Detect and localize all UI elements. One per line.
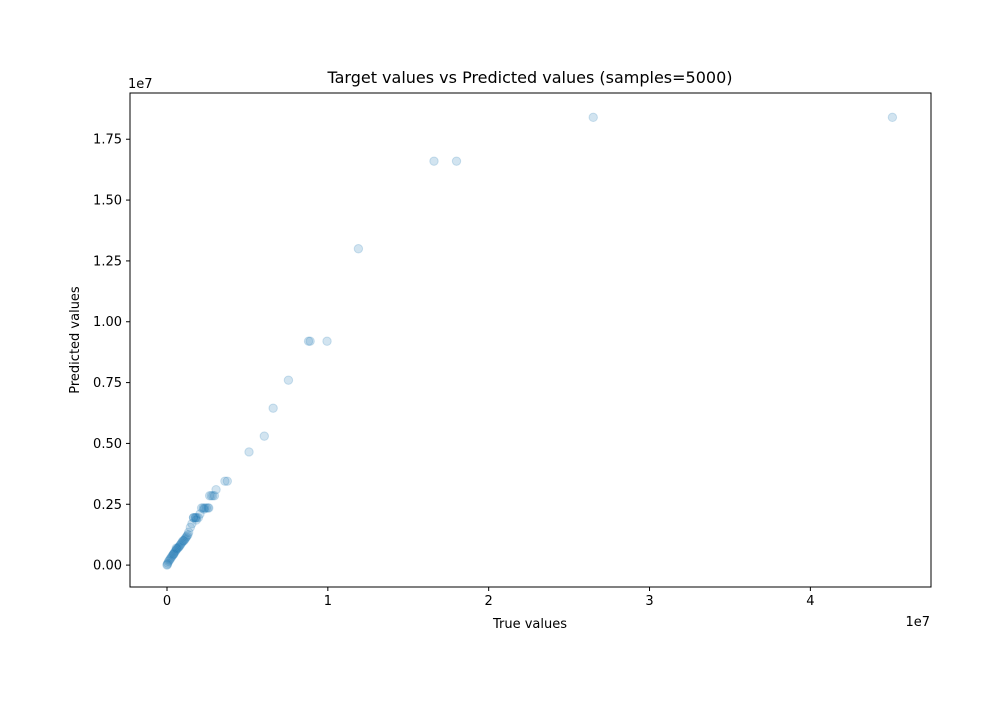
scatter-point bbox=[173, 542, 183, 553]
axis-ticks: 0 1 2 3 4 0.00 0.25 0.50 0.75 1.00 1.25 1.50 1.75 bbox=[93, 133, 814, 609]
scatter-point bbox=[192, 512, 202, 523]
scatter-point bbox=[305, 336, 315, 346]
scatter-point bbox=[175, 540, 185, 551]
scatter-point bbox=[174, 542, 184, 552]
scatter-point bbox=[182, 531, 192, 541]
scatter-point bbox=[163, 556, 174, 567]
scatter-point bbox=[190, 512, 201, 523]
scatter-point bbox=[887, 112, 898, 123]
y-tick-label: 1.25 bbox=[93, 254, 122, 269]
scatter-point bbox=[429, 156, 439, 166]
scatter-point bbox=[195, 509, 205, 519]
scatter-point bbox=[183, 529, 193, 540]
scatter-point bbox=[188, 512, 199, 523]
scatter-point bbox=[204, 503, 214, 513]
scatter-point bbox=[176, 538, 187, 548]
scatter-point bbox=[203, 503, 213, 513]
y-tick-label: 1.75 bbox=[93, 133, 122, 148]
scatter-point bbox=[162, 560, 172, 570]
scatter-point bbox=[244, 447, 254, 457]
scatter-point bbox=[184, 527, 194, 537]
scatter-point bbox=[206, 491, 216, 501]
scatter-point bbox=[179, 534, 190, 545]
scatter-point bbox=[187, 519, 197, 529]
scatter-point bbox=[200, 503, 210, 513]
scatter-point bbox=[171, 544, 182, 554]
scatter-point bbox=[209, 491, 220, 501]
scatter-point bbox=[180, 533, 191, 544]
plot-frame bbox=[129, 92, 932, 588]
y-tick-label: 0.75 bbox=[93, 376, 122, 391]
scatter-point bbox=[191, 515, 201, 525]
x-tick-label: 0 bbox=[163, 594, 171, 609]
scatter-point bbox=[220, 476, 230, 486]
y-axis-label: Predicted values bbox=[68, 286, 83, 394]
scatter-point bbox=[268, 403, 278, 413]
scatter-point bbox=[170, 547, 180, 557]
scatter-point bbox=[163, 558, 173, 568]
scatter-point bbox=[199, 504, 209, 514]
y-tick-label: 1.00 bbox=[93, 315, 122, 330]
scatter-point bbox=[185, 522, 196, 533]
scatter-point bbox=[167, 550, 178, 561]
scatter-point bbox=[204, 491, 215, 501]
scatter-point bbox=[171, 543, 182, 553]
scatter-point bbox=[188, 512, 199, 523]
scatter-point bbox=[179, 536, 189, 546]
x-axis-offset-label: 1e7 bbox=[905, 615, 930, 630]
chart-title: Target values vs Predicted values (sampl… bbox=[326, 68, 732, 87]
scatter-point bbox=[175, 539, 186, 550]
scatter-point bbox=[283, 375, 294, 385]
scatter-point bbox=[211, 484, 221, 495]
scatter-point bbox=[169, 548, 179, 558]
x-tick-label: 4 bbox=[806, 594, 814, 609]
scatter-point bbox=[322, 336, 332, 346]
x-tick-label: 1 bbox=[324, 594, 332, 609]
scatter-point bbox=[178, 536, 188, 546]
scatter-point bbox=[167, 551, 177, 562]
scatter-point bbox=[164, 555, 175, 565]
scatter-point bbox=[353, 244, 364, 254]
scatter-point bbox=[198, 503, 208, 513]
scatter-point bbox=[201, 503, 212, 513]
y-tick-label: 1.50 bbox=[93, 194, 122, 209]
scatter-point bbox=[196, 503, 207, 513]
scatter-point bbox=[208, 491, 218, 501]
y-tick-label: 0.25 bbox=[93, 498, 122, 513]
scatter-point bbox=[166, 553, 176, 563]
scatter-point bbox=[222, 476, 233, 486]
scatter-point bbox=[162, 559, 173, 570]
scatter-points bbox=[162, 112, 898, 570]
scatter-point bbox=[169, 549, 179, 559]
x-tick-label: 2 bbox=[485, 594, 493, 609]
scatter-point bbox=[259, 431, 269, 441]
y-tick-label: 0.00 bbox=[93, 559, 122, 574]
scatter-point bbox=[168, 549, 179, 559]
scatter-point bbox=[190, 512, 200, 523]
scatter-point bbox=[172, 543, 183, 554]
scatter-point bbox=[451, 156, 462, 166]
scatter-point bbox=[193, 512, 204, 523]
y-tick-label: 0.50 bbox=[93, 437, 122, 452]
scatter-point bbox=[303, 336, 314, 346]
scatter-point bbox=[181, 532, 192, 542]
y-axis-offset-label: 1e7 bbox=[128, 77, 153, 92]
scatter-point bbox=[165, 554, 175, 564]
scatter-point bbox=[171, 545, 181, 556]
scatter-point bbox=[177, 537, 187, 547]
scatter-point bbox=[588, 112, 598, 123]
x-tick-label: 3 bbox=[645, 594, 653, 609]
x-axis-label: True values bbox=[492, 617, 567, 632]
